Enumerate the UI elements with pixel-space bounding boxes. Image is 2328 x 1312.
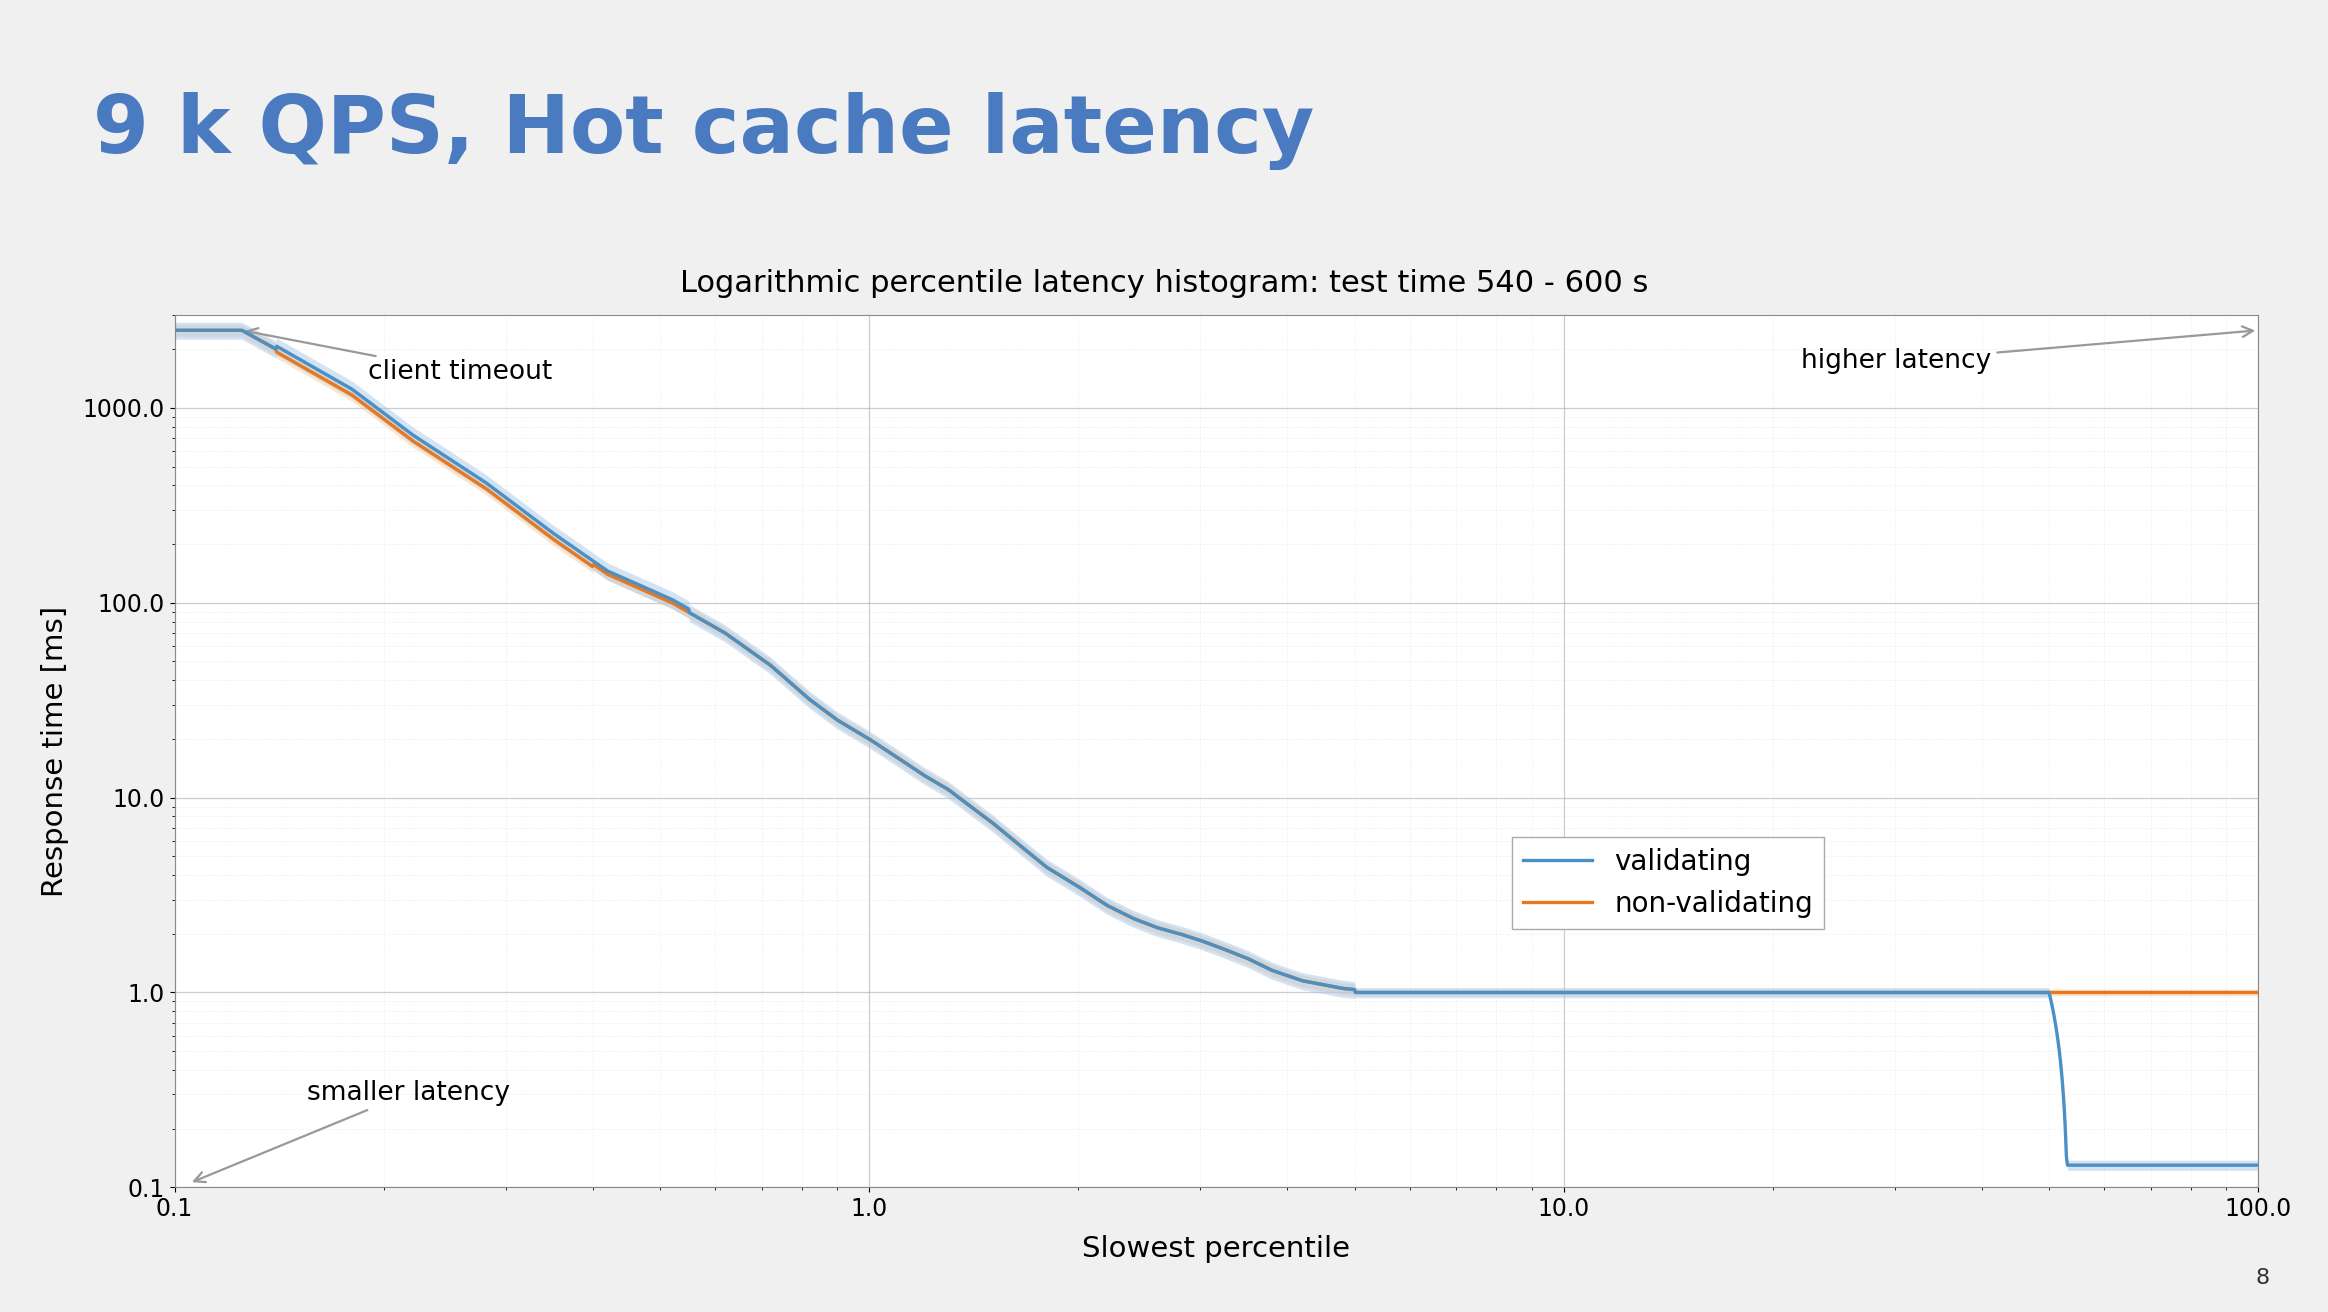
validating	[2244, 1157, 2272, 1173]
validating	[1802, 984, 1830, 1000]
validating	[2184, 1157, 2212, 1173]
validating	[1173, 929, 1201, 945]
validating	[268, 341, 296, 357]
non-validating	[1117, 911, 1145, 926]
non-validating	[1802, 984, 1830, 1000]
non-validating	[268, 346, 296, 362]
Text: client timeout: client timeout	[247, 328, 552, 386]
non-validating	[2244, 984, 2272, 1000]
Line: validating: validating	[175, 331, 2258, 1165]
Text: higher latency: higher latency	[1802, 327, 2254, 374]
non-validating	[161, 323, 189, 338]
Text: 8: 8	[2256, 1269, 2270, 1288]
validating	[1117, 911, 1145, 926]
validating	[2053, 1157, 2081, 1173]
Y-axis label: Response time [ms]: Response time [ms]	[40, 606, 70, 896]
validating	[2184, 1157, 2212, 1173]
validating	[161, 323, 189, 338]
Text: smaller latency: smaller latency	[193, 1080, 510, 1182]
Text: Logarithmic percentile latency histogram: test time 540 - 600 s: Logarithmic percentile latency histogram…	[680, 269, 1648, 298]
Text: 9 k QPS, Hot cache latency: 9 k QPS, Hot cache latency	[93, 92, 1315, 169]
X-axis label: Slowest percentile: Slowest percentile	[1083, 1235, 1350, 1263]
non-validating	[1341, 984, 1369, 1000]
non-validating	[2184, 984, 2212, 1000]
non-validating	[2184, 984, 2212, 1000]
Legend: validating, non-validating: validating, non-validating	[1511, 837, 1825, 929]
Line: non-validating: non-validating	[175, 331, 2258, 992]
non-validating	[1173, 929, 1201, 945]
